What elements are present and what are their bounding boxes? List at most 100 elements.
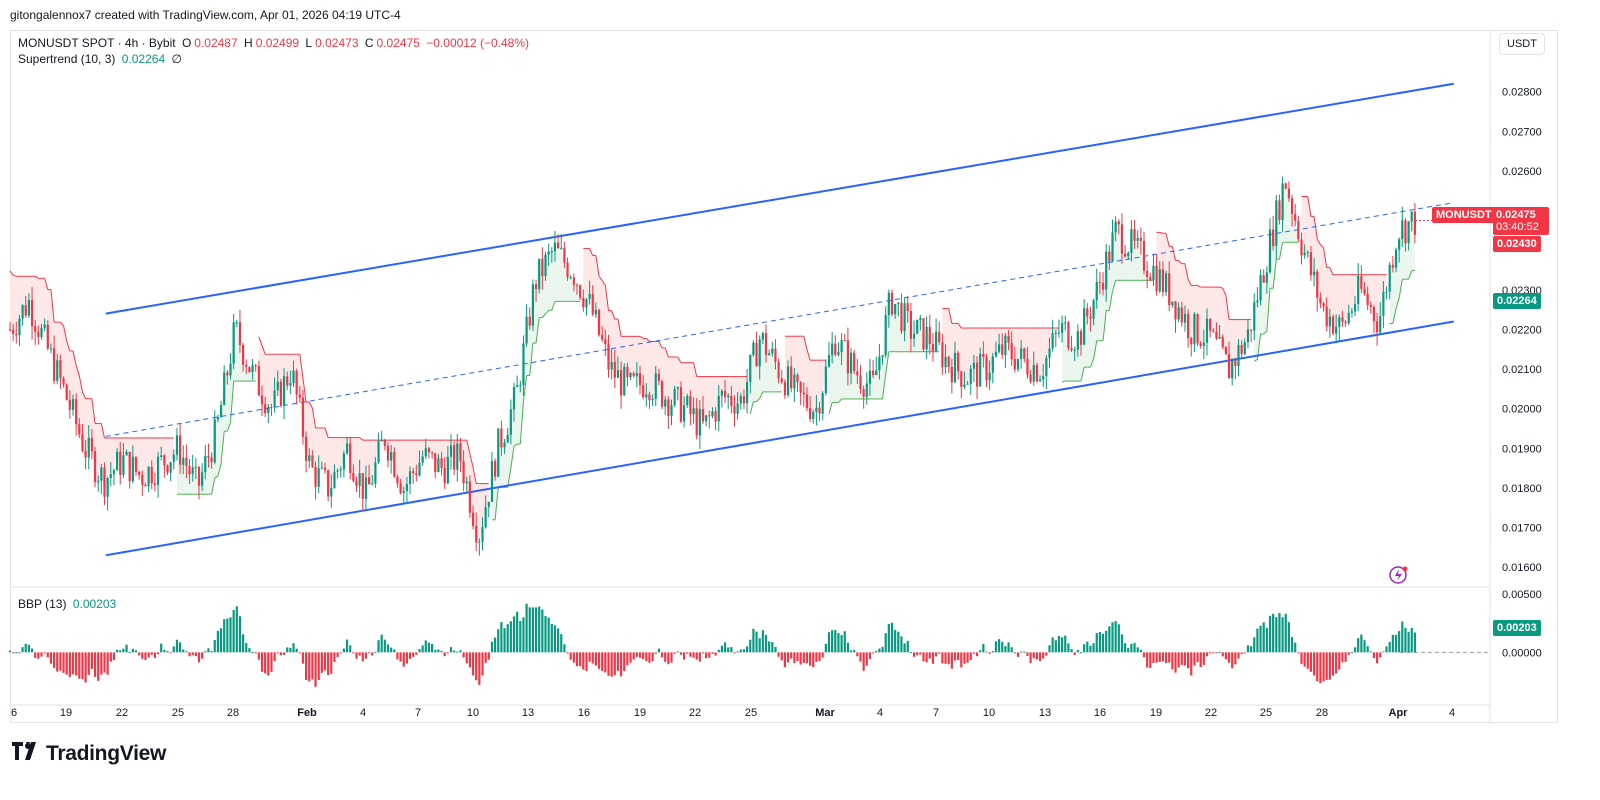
- candle-body: [755, 342, 758, 367]
- x-tick-label: 22: [1205, 707, 1217, 719]
- candle-body: [654, 373, 657, 399]
- supertrend-legend[interactable]: Supertrend (10, 3) 0.02264 ∅: [18, 52, 185, 66]
- supertrend-line: [1171, 246, 1176, 261]
- channel-mid-tag: 0.02430: [1493, 236, 1541, 252]
- bbp-bar: [670, 652, 673, 663]
- supertrend-fill: [1134, 237, 1138, 281]
- candle-body: [1306, 252, 1309, 254]
- candle-body: [314, 466, 317, 487]
- supertrend-fill: [1216, 287, 1220, 339]
- candle-body: [116, 451, 119, 471]
- bbp-bar: [368, 652, 371, 654]
- candle-body: [531, 284, 534, 326]
- symbol-legend[interactable]: MONUSDT SPOT · 4h · Bybit O 0.02487 H 0.02…: [18, 36, 532, 50]
- candle-body: [248, 366, 251, 373]
- bbp-bar: [90, 652, 93, 669]
- candle-body: [966, 383, 969, 385]
- bbp-bar: [1353, 647, 1357, 653]
- candle-body: [1092, 300, 1095, 319]
- supertrend-fill: [227, 363, 231, 432]
- y-tick-label: 0.01800: [1502, 483, 1542, 495]
- candle-body: [761, 333, 764, 340]
- y-tick-label: 0.01600: [1502, 562, 1542, 574]
- candle-body: [1218, 336, 1221, 339]
- candle-body: [415, 473, 418, 476]
- bbp-bar: [440, 650, 443, 653]
- tradingview-logo[interactable]: TradingView: [12, 742, 166, 766]
- candle-body: [846, 340, 849, 374]
- bbp-bar: [1262, 622, 1265, 653]
- candle-body: [292, 370, 295, 384]
- bbp-bar: [764, 634, 768, 653]
- candle-body: [862, 389, 865, 397]
- supertrend-fill: [369, 440, 373, 485]
- supertrend-line: [1272, 259, 1277, 289]
- bbp-bar: [267, 652, 270, 676]
- supertrend-line: [1061, 380, 1066, 383]
- bbp-bar: [746, 646, 749, 653]
- candle-body: [185, 457, 188, 466]
- candle-body: [764, 333, 768, 356]
- supertrend-fill: [10, 270, 14, 334]
- candle-body: [264, 404, 267, 414]
- tradingview-logo-icon: [12, 742, 40, 766]
- bbp-bar: [1243, 652, 1246, 654]
- bbp-tag: 0.00203: [1493, 620, 1541, 636]
- currency-button[interactable]: USDT: [1499, 33, 1545, 55]
- supertrend-fill: [832, 343, 836, 403]
- supertrend-fill: [1351, 274, 1356, 312]
- candle-body: [238, 322, 242, 345]
- bbp-bar: [109, 652, 112, 662]
- candle-body: [1117, 221, 1120, 225]
- bbp-bar: [1193, 652, 1196, 666]
- supertrend-line: [1108, 291, 1113, 311]
- bbp-bar: [856, 652, 859, 657]
- supertrend-line: [507, 468, 512, 488]
- bbp-bar: [645, 652, 648, 662]
- bbp-bar: [40, 652, 43, 657]
- supertrend-fill: [1087, 316, 1091, 368]
- bbp-bar: [560, 634, 563, 653]
- candle-body: [1369, 304, 1372, 308]
- candle-body: [632, 373, 635, 377]
- supertrend-line: [598, 275, 603, 281]
- bbp-bar: [1032, 652, 1035, 659]
- bbp-bar: [1259, 625, 1262, 653]
- bbp-bar: [179, 642, 182, 653]
- bbp-bar: [147, 652, 150, 658]
- bbp-bar: [1054, 640, 1057, 653]
- supertrend-line: [806, 349, 811, 361]
- candle-body: [65, 384, 68, 400]
- supertrend-line: [472, 467, 477, 484]
- bbp-bar: [1152, 652, 1155, 663]
- bbp-bar: [519, 620, 522, 653]
- bbp-bar: [1124, 643, 1127, 653]
- change-value: −0.00012 (−0.48%): [426, 36, 529, 50]
- bbp-bar: [516, 611, 519, 653]
- candle-body: [692, 408, 695, 415]
- candle-body: [727, 395, 730, 398]
- candle-body: [909, 311, 912, 339]
- supertrend-line: [645, 338, 650, 342]
- bbp-bar: [1278, 612, 1281, 653]
- candle-body: [1086, 308, 1089, 317]
- supertrend-fill: [365, 440, 370, 485]
- bbp-bar: [771, 642, 774, 653]
- candle-body: [93, 451, 97, 483]
- bbp-bar: [890, 622, 894, 653]
- candle-body: [1079, 331, 1083, 345]
- bbp-bar: [648, 652, 651, 663]
- bbp-bar: [468, 652, 471, 668]
- candle-body: [169, 462, 172, 473]
- last-price: 0.02475: [1496, 209, 1536, 221]
- bbp-bar: [144, 652, 147, 660]
- candle-body: [519, 385, 522, 387]
- bbp-legend[interactable]: BBP (13) 0.00203: [18, 597, 119, 611]
- candle-body: [147, 466, 150, 487]
- candle-body: [487, 501, 490, 508]
- bbp-bar: [1303, 652, 1306, 667]
- bbp-bar: [1202, 652, 1205, 665]
- alert-dot: [1402, 566, 1408, 572]
- candle-body: [153, 483, 156, 485]
